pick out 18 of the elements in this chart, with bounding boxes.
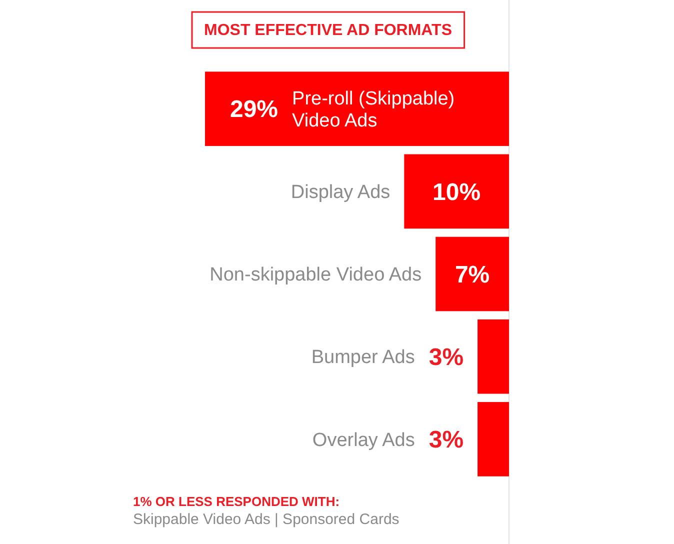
y-tick-label: Overlay Ads [312,430,415,451]
data-label: 10% [432,178,481,206]
annotation: 1% OR LESS RESPONDED WITH: [133,494,340,509]
data-label: 3% [428,344,464,371]
data-label: 3% [428,426,464,454]
data-label: 7% [454,261,490,288]
bar [478,402,509,476]
y-tick-label: Non-skippable Video Ads [210,264,422,286]
text: MOST EFFECTIVE AD FORMATS [204,22,452,39]
bar [404,154,509,229]
y-tick-label: Bumper Ads [311,347,415,368]
annotation: Skippable Video Ads | Sponsored Cards [133,511,400,528]
data-label: 29% [230,96,278,124]
bar [204,72,509,146]
bar [478,319,509,394]
bar [436,236,509,312]
y-tick-label: Display Ads [290,182,390,204]
y-tick-label: Pre-roll (Skippable) Video Ads [292,88,455,132]
